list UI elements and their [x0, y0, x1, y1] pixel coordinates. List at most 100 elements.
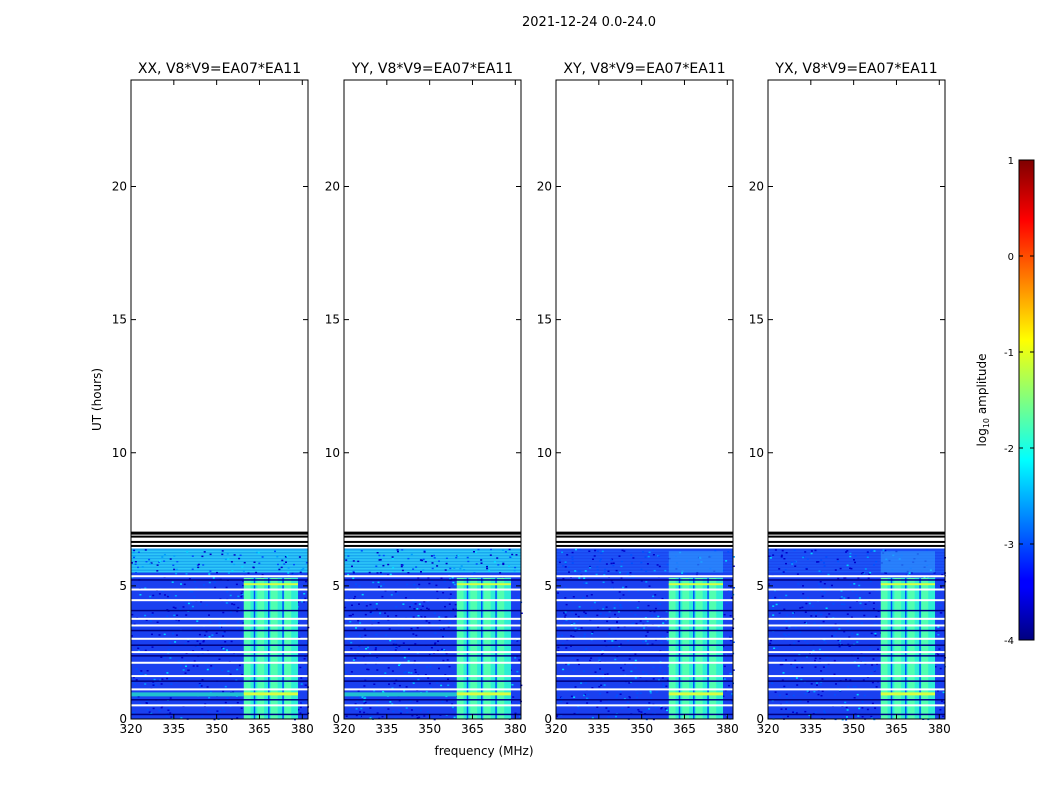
noise: [634, 659, 637, 662]
noise: [825, 616, 828, 618]
noise: [398, 699, 401, 702]
stripe: [131, 571, 308, 573]
noise: [819, 581, 822, 583]
noise: [643, 711, 646, 713]
x-tick-label: 320: [545, 722, 568, 736]
noise: [359, 622, 362, 624]
noise: [225, 586, 228, 589]
noise: [156, 564, 159, 566]
noise: [433, 554, 435, 557]
noise: [274, 550, 276, 553]
noise: [410, 553, 413, 556]
noise: [408, 648, 410, 650]
noise: [358, 715, 361, 717]
rfi-sub-band: [490, 577, 498, 719]
noise: [578, 628, 581, 631]
noise: [427, 677, 430, 679]
noise: [640, 568, 643, 571]
noise: [414, 669, 417, 671]
stripe: [768, 565, 945, 567]
noise: [850, 567, 853, 570]
noise: [866, 552, 869, 555]
noise: [814, 659, 816, 662]
noise: [806, 655, 808, 658]
noise: [434, 643, 436, 645]
noise: [213, 718, 216, 721]
time-gap: [768, 599, 945, 602]
noise: [732, 669, 735, 671]
noise: [870, 632, 873, 635]
noise: [621, 707, 624, 709]
noise: [168, 642, 171, 644]
noise: [846, 709, 849, 711]
noise: [424, 561, 427, 563]
noise: [586, 702, 589, 704]
stripe: [556, 568, 733, 570]
noise: [663, 671, 666, 674]
noise: [599, 613, 602, 615]
noise: [286, 555, 289, 557]
noise: [454, 615, 457, 617]
noise: [229, 673, 232, 676]
noise: [376, 700, 379, 703]
time-gap: [768, 688, 945, 691]
noise: [413, 608, 416, 610]
time-gap: [344, 661, 521, 664]
noise: [564, 597, 567, 599]
dark-line: [344, 655, 521, 657]
noise: [173, 568, 176, 571]
noise: [647, 555, 650, 558]
noise: [640, 711, 643, 713]
noise: [292, 573, 295, 575]
noise: [729, 635, 732, 637]
noise: [652, 678, 655, 680]
noise: [870, 715, 873, 718]
noise: [818, 570, 821, 572]
noise: [415, 634, 418, 637]
noise: [156, 621, 159, 623]
noise: [838, 640, 841, 642]
noise: [849, 567, 852, 569]
noise: [384, 649, 386, 651]
noise: [389, 701, 392, 703]
noise: [822, 620, 825, 623]
noise: [656, 564, 659, 566]
noise: [854, 561, 856, 564]
noise: [382, 690, 385, 693]
noise: [372, 581, 375, 584]
noise: [378, 717, 381, 720]
noise: [652, 595, 655, 598]
noise: [868, 573, 871, 575]
panel-title: YY, V8*V9=EA07*EA11: [351, 61, 513, 77]
noise: [185, 614, 188, 616]
noise: [810, 615, 813, 617]
noise: [393, 689, 395, 692]
noise: [583, 670, 585, 672]
x-tick-label: 350: [205, 722, 228, 736]
y-tick-label: 20: [537, 180, 552, 194]
noise: [152, 707, 155, 710]
noise: [137, 566, 139, 569]
stripe: [768, 556, 945, 558]
noise: [223, 710, 226, 713]
noise: [561, 643, 564, 645]
noise: [785, 693, 788, 695]
noise: [722, 645, 725, 648]
rfi-bright: [668, 583, 724, 586]
noise: [424, 616, 427, 618]
noise: [515, 639, 518, 641]
dark-line: [344, 629, 521, 632]
noise: [598, 659, 601, 662]
noise: [134, 683, 137, 685]
noise: [189, 590, 192, 593]
noise: [825, 556, 828, 558]
noise: [411, 714, 414, 717]
noise: [768, 583, 770, 585]
noise: [183, 660, 186, 662]
noise: [448, 665, 451, 668]
noise: [591, 631, 594, 633]
noise: [261, 574, 264, 576]
noise: [409, 606, 411, 608]
noise: [444, 569, 447, 571]
noise: [561, 634, 564, 637]
